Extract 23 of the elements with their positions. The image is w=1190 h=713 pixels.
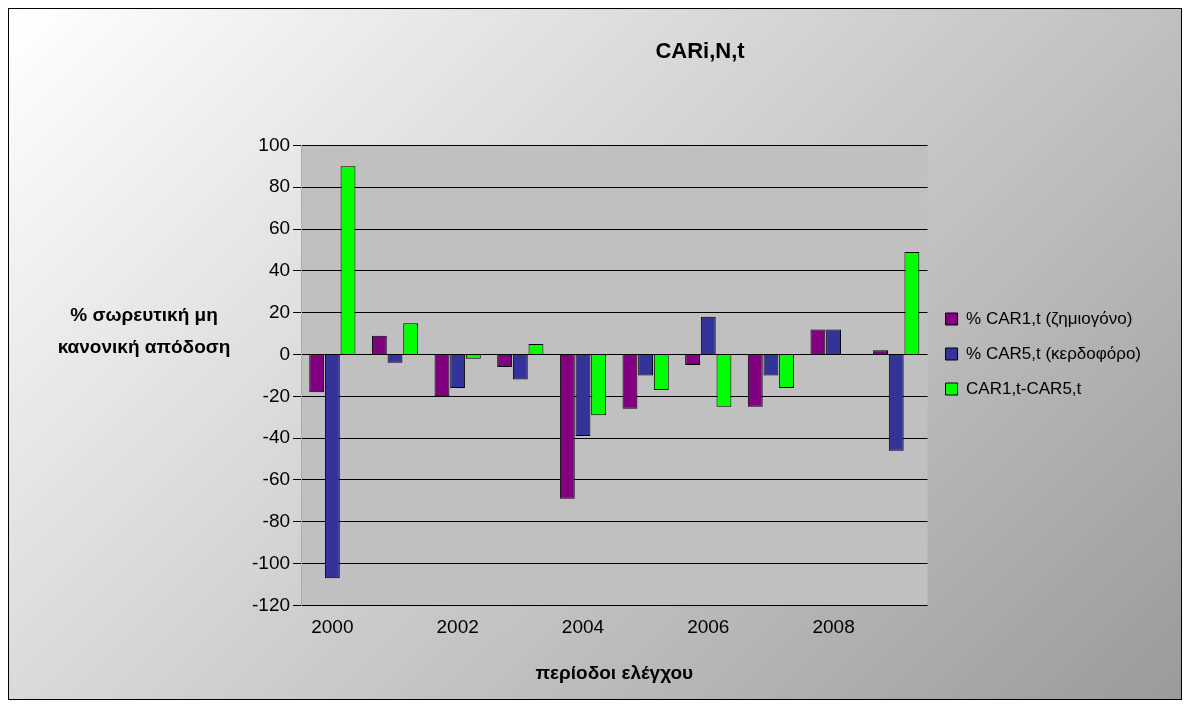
y-tick-label: 100 xyxy=(258,133,291,155)
y-tick-label: 60 xyxy=(268,217,291,239)
chart-title: CARi,N,t xyxy=(655,38,746,64)
y-tick-label: 80 xyxy=(268,175,291,197)
y-tick-label: -120 xyxy=(252,593,291,615)
x-tick-label: 2008 xyxy=(812,616,855,638)
y-tick-label: -60 xyxy=(262,468,291,490)
y-tick-label: 20 xyxy=(268,300,291,322)
y-tick-label: -100 xyxy=(252,551,291,573)
y-tick-label: -20 xyxy=(262,384,291,406)
x-tick-label: 2000 xyxy=(311,616,354,638)
y-axis-title: % σωρευτική μη κανονική απόδοση xyxy=(56,303,232,359)
y-tick-label: 40 xyxy=(268,259,291,281)
legend-label: CAR1,t-CAR5,t xyxy=(966,378,1082,398)
y-tick-label: 0 xyxy=(279,342,291,364)
y-tick-label: -40 xyxy=(262,426,291,448)
x-axis-title: περίοδοι ελέγχου xyxy=(535,661,694,683)
legend-label: % CAR1,t (ζημιογόνο) xyxy=(966,308,1133,328)
legend-label: % CAR5,t (κερδοφόρο) xyxy=(966,343,1142,363)
x-tick-label: 2006 xyxy=(687,616,730,638)
x-tick-label: 2004 xyxy=(561,616,605,638)
y-tick-label: -80 xyxy=(262,510,291,531)
x-tick-label: 2002 xyxy=(436,616,479,638)
